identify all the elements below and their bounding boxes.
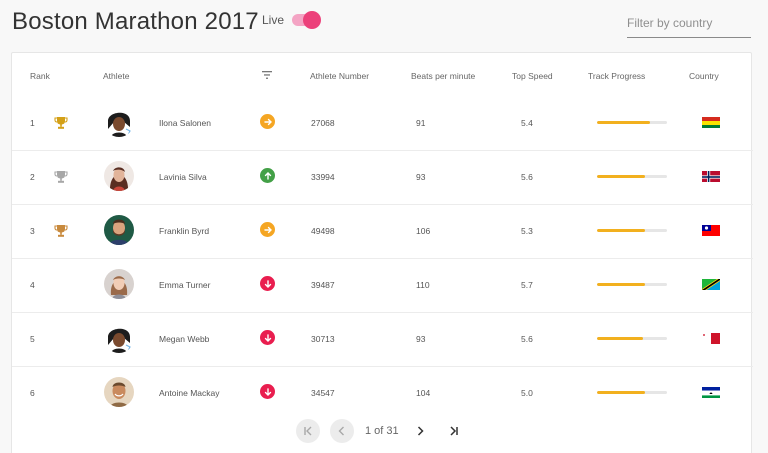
live-toggle[interactable] [292, 11, 322, 29]
athlete-name: Antoine Mackay [159, 388, 220, 398]
arrow-down-icon [260, 276, 275, 291]
table-row[interactable]: 3 Franklin Byrd 49498 106 5.3 [12, 205, 753, 259]
track-progress-fill [597, 121, 650, 124]
top-speed: 5.6 [521, 334, 533, 344]
beats-per-minute: 93 [416, 334, 426, 344]
track-progress-bar [597, 391, 667, 394]
avatar-man-beard [104, 215, 134, 245]
filter-list-icon[interactable] [262, 71, 272, 79]
track-progress-bar [597, 121, 667, 124]
pagination: 1 of 31 [12, 417, 753, 447]
avatar-man-smile [104, 377, 134, 407]
top-speed: 5.6 [521, 172, 533, 182]
flag-norway-icon [702, 170, 720, 182]
live-label: Live [262, 13, 285, 27]
flag-taiwan-icon [702, 224, 720, 236]
rank-value: 6 [30, 388, 35, 398]
page-indicator: 1 of 31 [365, 425, 399, 437]
first-page-button[interactable] [296, 419, 320, 443]
last-page-icon [450, 426, 458, 436]
top-speed: 5.3 [521, 226, 533, 236]
beats-per-minute: 106 [416, 226, 431, 236]
athlete-name: Megan Webb [159, 334, 210, 344]
track-progress-bar [597, 337, 667, 340]
avatar-dark-hair [104, 107, 134, 137]
avatar-dark-hair [104, 323, 134, 353]
rank-value: 5 [30, 334, 35, 344]
athlete-number: 33994 [311, 172, 335, 182]
first-page-icon [304, 426, 312, 436]
trophy-bronze-icon [54, 224, 68, 238]
rank-value: 3 [30, 226, 35, 236]
table-row[interactable]: 5 Megan Webb 30713 93 5.6 [12, 313, 753, 367]
column-header-track-progress[interactable]: Track Progress [588, 71, 646, 81]
column-header-athlete-number[interactable]: Athlete Number [310, 71, 370, 81]
rank-value: 4 [30, 280, 35, 290]
track-progress-fill [597, 229, 645, 232]
athlete-number: 27068 [311, 118, 335, 128]
arrow-right-icon [260, 114, 275, 129]
beats-per-minute: 93 [416, 172, 426, 182]
arrow-down-icon [260, 330, 275, 345]
athlete-name: Emma Turner [159, 280, 211, 290]
previous-page-button[interactable] [330, 419, 354, 443]
chevron-left-icon [338, 426, 344, 436]
athlete-name: Ilona Salonen [159, 118, 211, 128]
flag-lesotho-icon [702, 386, 720, 398]
track-progress-bar [597, 229, 667, 232]
flag-malta-icon [702, 332, 720, 344]
arrow-down-icon [260, 384, 275, 399]
athlete-number: 34547 [311, 388, 335, 398]
table-row[interactable]: 2 Lavinia Silva 33994 93 5.6 [12, 151, 753, 205]
leaderboard-table: Rank Athlete Athlete Number Beats per mi… [11, 52, 753, 453]
table-row[interactable]: 6 Antoine Mackay 34547 104 5.0 [12, 367, 753, 421]
country-filter [627, 12, 751, 38]
track-progress-bar [597, 175, 667, 178]
column-header-beats-per-minute[interactable]: Beats per minute [411, 71, 476, 81]
next-page-button[interactable] [408, 419, 432, 443]
beats-per-minute: 110 [416, 280, 430, 290]
table-row[interactable]: 1 Ilona Salonen 27068 91 5.4 [12, 97, 753, 151]
rank-value: 1 [30, 118, 35, 128]
track-progress-bar [597, 283, 667, 286]
top-speed: 5.4 [521, 118, 533, 128]
table-row[interactable]: 4 Emma Turner 39487 110 5.7 [12, 259, 753, 313]
live-toggle-knob[interactable] [303, 11, 322, 29]
top-speed: 5.7 [521, 280, 533, 290]
header: Boston Marathon 2017 Live [0, 0, 768, 50]
rank-value: 2 [30, 172, 35, 182]
arrow-up-icon [260, 168, 275, 183]
page-title: Boston Marathon 2017 [12, 8, 259, 35]
athlete-number: 30713 [311, 334, 335, 344]
track-progress-fill [597, 337, 644, 340]
filter-by-country-input[interactable] [627, 12, 751, 34]
live-control: Live [262, 11, 322, 29]
track-progress-fill [597, 391, 645, 394]
athlete-name: Franklin Byrd [159, 226, 210, 236]
athlete-number: 49498 [311, 226, 335, 236]
beats-per-minute: 91 [416, 118, 426, 128]
flag-bolivia-icon [702, 116, 720, 128]
arrow-right-icon [260, 222, 275, 237]
beats-per-minute: 104 [416, 388, 431, 398]
trophy-silver-icon [54, 170, 68, 184]
column-header-country[interactable]: Country [689, 71, 719, 81]
column-header-rank[interactable]: Rank [30, 71, 50, 81]
chevron-right-icon [417, 426, 424, 436]
last-page-button[interactable] [442, 419, 466, 443]
athlete-number: 39487 [311, 280, 335, 290]
top-speed: 5.0 [521, 388, 533, 398]
track-progress-fill [597, 283, 645, 286]
athlete-name: Lavinia Silva [159, 172, 207, 182]
track-progress-fill [597, 175, 645, 178]
avatar-woman-light [104, 269, 134, 299]
flag-tanzania-icon [702, 278, 720, 290]
trophy-gold-icon [54, 116, 68, 130]
avatar-woman-brown [104, 161, 134, 191]
column-header-athlete[interactable]: Athlete [103, 71, 130, 81]
column-header-top-speed[interactable]: Top Speed [512, 71, 553, 81]
